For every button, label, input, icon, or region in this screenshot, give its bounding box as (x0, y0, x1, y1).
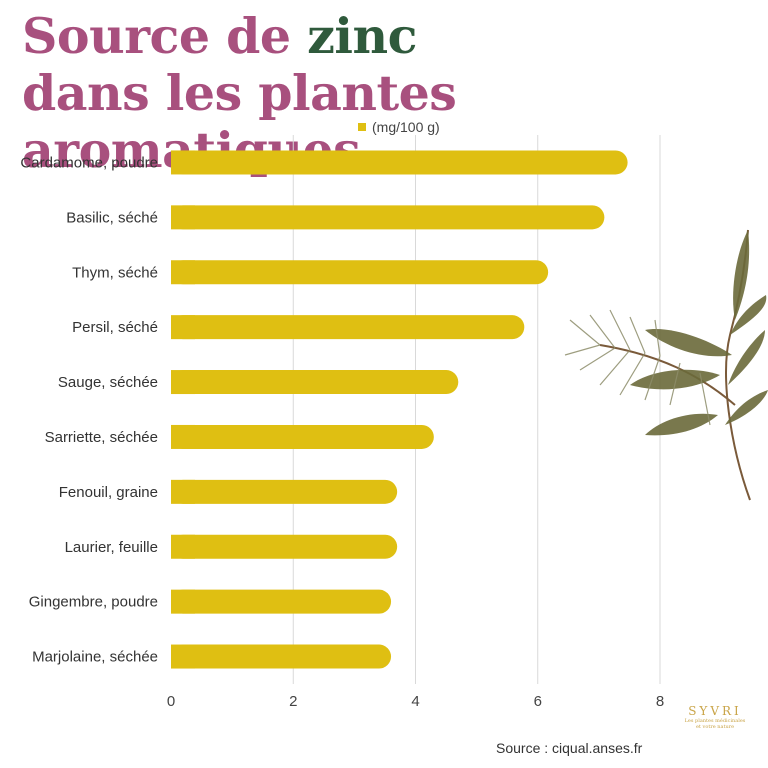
syvri-logo: SYVRI Les plantes médicinales et votre n… (668, 690, 762, 746)
bar (171, 644, 392, 669)
x-tick-label: 6 (534, 693, 542, 710)
category-label: Persil, séché (72, 319, 158, 336)
title-accent: zinc (307, 7, 417, 65)
bar-base (171, 424, 195, 449)
category-label: Cardamome, poudre (20, 154, 158, 171)
x-tick-label: 0 (167, 693, 175, 710)
bar-base (171, 479, 195, 504)
category-label: Thym, séché (72, 264, 158, 281)
bar-base (171, 534, 195, 559)
bar (171, 315, 525, 340)
bar (171, 370, 459, 395)
chart-title: Source de zinc dans les plantes aromatiq… (22, 8, 768, 179)
x-tick-label: 4 (411, 693, 419, 710)
category-label: Laurier, feuille (65, 539, 158, 556)
category-label: Gingembre, poudre (29, 594, 158, 611)
legend: (mg/100 g) (358, 119, 440, 135)
bar-base (171, 370, 195, 395)
bar (171, 150, 628, 175)
herb-sprig-illustration (564, 229, 768, 501)
bar (171, 479, 398, 504)
legend-swatch (358, 123, 366, 131)
bar (171, 424, 434, 449)
legend-label: (mg/100 g) (372, 119, 440, 135)
bar-base (171, 644, 195, 669)
logo-name: SYVRI (688, 704, 742, 718)
bar-base (171, 260, 195, 285)
bar (171, 589, 392, 614)
bar (171, 534, 398, 559)
category-label: Marjolaine, séchée (32, 649, 158, 666)
bar-base (171, 589, 195, 614)
bar-base (171, 205, 195, 230)
source-note: Source : ciqual.anses.fr (496, 740, 643, 756)
bar (171, 260, 549, 285)
x-tick-label: 2 (289, 693, 297, 710)
bar-base (171, 150, 195, 175)
bar (171, 205, 605, 230)
x-tick-label: 8 (656, 693, 664, 710)
category-label: Basilic, séché (66, 209, 158, 226)
bar-base (171, 315, 195, 340)
category-label: Sarriette, séchée (45, 429, 158, 446)
logo-tagline-2: et votre nature (695, 724, 735, 730)
category-label: Fenouil, graine (59, 484, 158, 501)
logo-tagline-1: Les plantes médicinales (684, 718, 746, 724)
category-label: Sauge, séchée (58, 374, 158, 391)
title-part-1: Source de (22, 7, 308, 65)
